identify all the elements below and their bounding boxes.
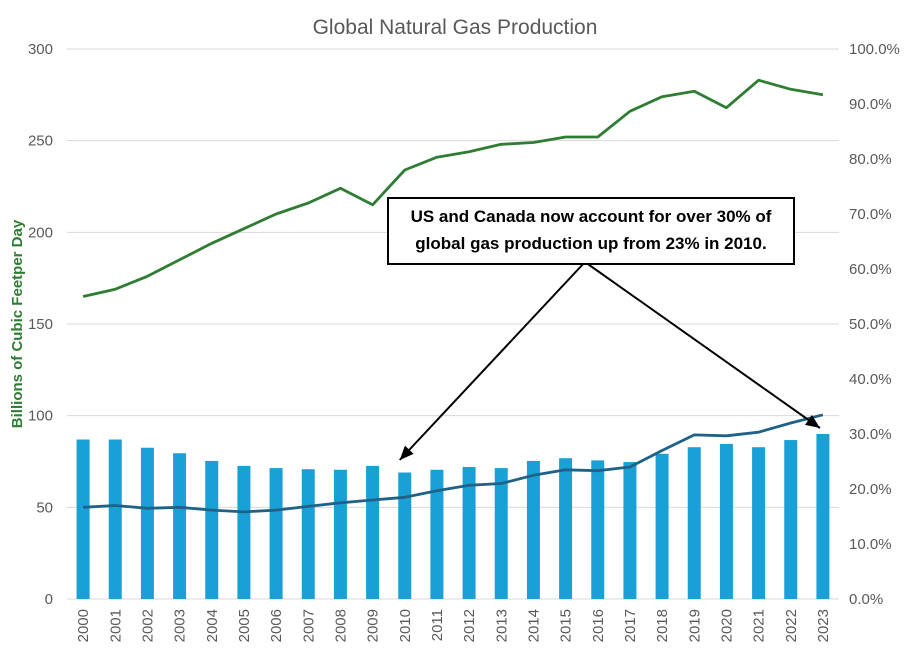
annotation-text-line: US and Canada now account for over 30% o… [411, 207, 772, 226]
share-bar [430, 469, 444, 599]
share-bar [687, 447, 701, 599]
series-line [82, 78, 824, 298]
left-tick-label: 0 [45, 591, 53, 608]
share-bar [108, 439, 122, 599]
annotation-arrow [399, 261, 586, 461]
x-tick-label: 2006 [268, 609, 285, 642]
x-tick-label: 2009 [365, 609, 382, 642]
right-tick-label: 50.0% [849, 316, 892, 333]
x-tick-label: 2023 [815, 609, 832, 642]
x-tick-label: 2021 [751, 609, 768, 642]
left-tick-label: 50 [36, 499, 53, 516]
x-tick-label: 2017 [622, 609, 639, 642]
share-bar [76, 439, 90, 599]
share-bar [591, 460, 605, 599]
right-tick-label: 70.0% [849, 206, 892, 223]
x-tick-label: 2001 [107, 609, 124, 642]
left-tick-label: 250 [28, 133, 53, 150]
annotation-box [387, 197, 795, 265]
left-axis-ticks: 0 50 100 150 200 250 300 [28, 41, 53, 608]
x-tick-label: 2022 [783, 609, 800, 642]
share-bar [494, 468, 508, 599]
x-tick-label: 2000 [75, 609, 92, 642]
share-bar [816, 434, 830, 599]
share-bar [237, 465, 251, 599]
arrowhead [805, 415, 820, 428]
left-tick-label: 100 [28, 408, 53, 425]
y-axis-label: Billions of Cubic Feetper Day [9, 219, 26, 428]
share-bar [784, 440, 798, 599]
right-tick-label: 10.0% [849, 536, 892, 553]
x-tick-label: 2020 [718, 609, 735, 642]
right-tick-label: 30.0% [849, 426, 892, 443]
share-bar [623, 462, 637, 599]
right-tick-label: 60.0% [849, 261, 892, 278]
share-bar [301, 469, 315, 599]
share-bar [719, 443, 733, 599]
right-tick-label: 0.0% [849, 591, 883, 608]
annotation: US and Canada now account for over 30% o… [387, 197, 821, 461]
share-bar [752, 447, 766, 599]
share-bar [269, 468, 283, 599]
share-bar [398, 472, 412, 599]
x-tick-label: 2010 [397, 609, 414, 642]
x-tick-label: 2016 [590, 609, 607, 642]
share-bar [462, 467, 476, 599]
production-lines [82, 78, 824, 514]
share-bar [655, 453, 669, 599]
x-tick-label: 2019 [686, 609, 703, 642]
right-tick-label: 90.0% [849, 96, 892, 113]
share-bar [205, 460, 219, 599]
x-tick-label: 2002 [139, 609, 156, 642]
x-tick-label: 2014 [525, 609, 542, 642]
x-tick-label: 2018 [654, 609, 671, 642]
right-tick-label: 40.0% [849, 371, 892, 388]
annotation-text-line: global gas production up from 23% in 201… [415, 234, 766, 253]
share-bar [173, 453, 187, 599]
left-tick-label: 200 [28, 224, 53, 241]
right-tick-label: 80.0% [849, 151, 892, 168]
series-line [83, 413, 824, 514]
right-tick-label: 20.0% [849, 481, 892, 498]
arrowhead [399, 445, 414, 460]
x-tick-label: 2015 [558, 609, 575, 642]
x-tick-label: 2011 [429, 609, 446, 641]
share-bars [76, 434, 830, 599]
x-axis-ticks: 2000 2001 2002 2003 2004 2005 2006 2007 2008 2009… [75, 609, 832, 642]
share-bar [366, 465, 380, 599]
right-tick-label: 100.0% [849, 41, 900, 58]
share-bar [559, 458, 573, 599]
right-axis-ticks: 0.0% 10.0% 20.0% 30.0% 40.0% 50.0% 60.0% 70.0% 8… [849, 41, 900, 608]
x-tick-label: 2008 [332, 609, 349, 642]
x-tick-label: 2013 [493, 609, 510, 642]
x-tick-label: 2007 [300, 609, 317, 642]
x-tick-label: 2005 [236, 609, 253, 642]
left-tick-label: 150 [28, 316, 53, 333]
share-bar [333, 469, 347, 599]
chart-title: Global Natural Gas Production [313, 16, 598, 39]
x-tick-label: 2012 [461, 609, 478, 642]
x-tick-label: 2004 [204, 609, 221, 642]
share-bar [140, 447, 154, 599]
x-tick-label: 2003 [172, 609, 189, 642]
left-tick-label: 300 [28, 41, 53, 58]
share-bar [526, 460, 540, 599]
annotation-arrow [584, 261, 821, 429]
